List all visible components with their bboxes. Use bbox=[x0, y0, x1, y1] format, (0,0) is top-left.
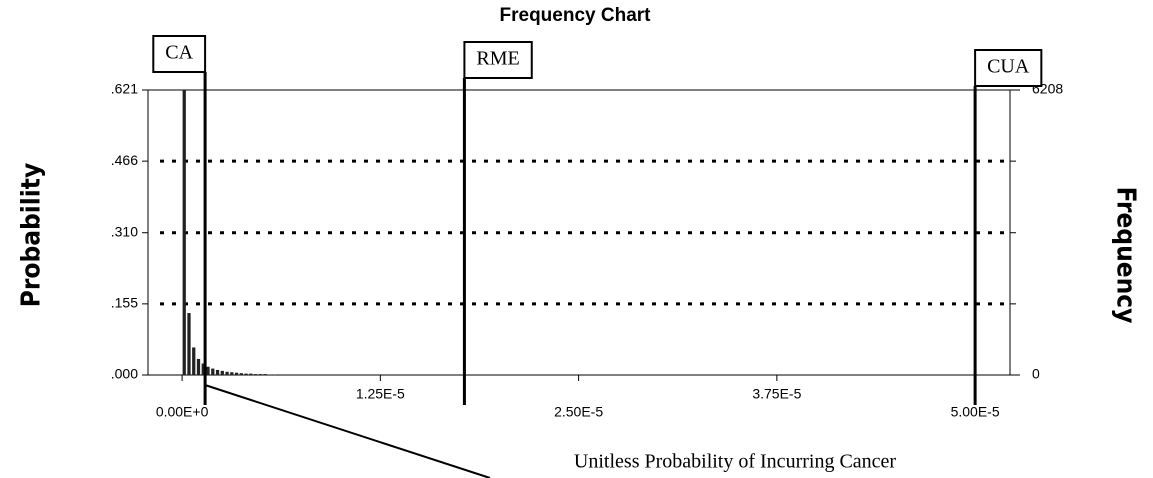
bar bbox=[234, 372, 239, 375]
bar bbox=[258, 374, 262, 375]
bar bbox=[182, 90, 186, 375]
y-tick-label: .466 bbox=[111, 152, 138, 168]
bar bbox=[239, 373, 243, 375]
marker-label: CUA bbox=[987, 56, 1030, 78]
x-tick-label: 2.50E-5 bbox=[554, 404, 603, 420]
bar bbox=[211, 368, 215, 375]
marker-label: RME bbox=[476, 48, 519, 70]
y2-tick-label: 0 bbox=[1032, 366, 1040, 382]
x-tick-label: 3.75E-5 bbox=[752, 386, 801, 402]
bar bbox=[187, 313, 191, 375]
bar bbox=[220, 370, 224, 375]
chart-title: Frequency Chart bbox=[500, 5, 652, 26]
y-tick-label: .310 bbox=[111, 223, 138, 239]
bar bbox=[192, 347, 196, 375]
bar bbox=[244, 373, 248, 375]
bar bbox=[263, 374, 267, 375]
marker-box bbox=[152, 35, 207, 73]
bar bbox=[249, 373, 253, 375]
marker-box bbox=[974, 49, 1043, 87]
y-tick-label: .000 bbox=[111, 366, 138, 382]
x-tick-label: 5.00E-5 bbox=[951, 404, 1000, 420]
bar bbox=[201, 363, 205, 375]
x-tick-label: 1.25E-5 bbox=[356, 386, 405, 402]
leader-line bbox=[204, 384, 491, 478]
y-axis-label: Probability bbox=[17, 163, 47, 308]
bar bbox=[253, 374, 258, 375]
y-tick-label: .621 bbox=[111, 81, 138, 97]
y2-axis-label: Frequency bbox=[1111, 187, 1141, 324]
marker-box bbox=[463, 41, 533, 79]
y-tick-label: .155 bbox=[111, 295, 138, 311]
bar bbox=[225, 371, 229, 375]
bar bbox=[215, 369, 220, 375]
bar bbox=[196, 358, 201, 375]
marker-label: CA bbox=[165, 42, 193, 64]
x-tick-label: 0.00E+0 bbox=[156, 404, 209, 420]
x-axis-label: Unitless Probability of Incurring Cancer bbox=[574, 451, 896, 473]
bar bbox=[230, 372, 234, 375]
bar bbox=[206, 366, 210, 375]
